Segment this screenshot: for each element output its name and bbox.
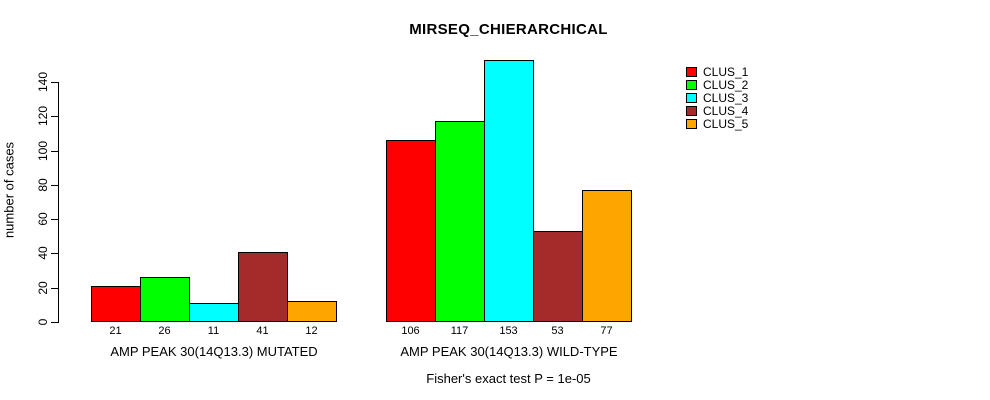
- chart-title: MIRSEQ_CHIERARCHICAL: [409, 21, 608, 38]
- bar-clus_3-group1: [189, 303, 239, 322]
- legend-label: CLUS_2: [703, 78, 749, 93]
- bar-value-label: 153: [499, 325, 518, 337]
- legend-swatch-clus_3: [686, 92, 697, 103]
- group-label-wild-type: AMP PEAK 30(14Q13.3) WILD-TYPE: [400, 344, 618, 359]
- bar-clus_5-group1: [287, 301, 337, 322]
- legend-swatch-clus_5: [686, 118, 697, 129]
- y-axis-tick-label: 120: [36, 106, 50, 127]
- legend-swatch-clus_4: [686, 105, 697, 116]
- group-label-mutated: AMP PEAK 30(14Q13.3) MUTATED: [110, 344, 318, 359]
- bar-value-label: 106: [401, 325, 420, 337]
- legend-label: CLUS_4: [703, 103, 749, 118]
- fisher-test-note: Fisher's exact test P = 1e-05: [426, 371, 591, 386]
- y-axis-tick: [51, 116, 58, 118]
- bar-value-label: 21: [109, 325, 122, 337]
- y-axis-tick: [51, 150, 58, 152]
- y-axis-tick-label: 100: [36, 140, 50, 161]
- y-axis-tick: [51, 322, 58, 323]
- bar-clus_5-group2: [582, 190, 632, 322]
- y-axis-line: [58, 82, 59, 323]
- bar-clus_4-group1: [238, 252, 288, 322]
- y-axis-tick-label: 40: [36, 246, 50, 261]
- bar-value-label: 117: [450, 325, 469, 337]
- legend-item-clus_4: CLUS_4: [686, 104, 748, 117]
- y-axis-tick: [51, 219, 58, 221]
- y-axis-tick: [51, 82, 58, 83]
- y-axis-tick-label: 20: [36, 281, 50, 295]
- legend-swatch-clus_1: [686, 67, 697, 78]
- y-axis-tick: [51, 287, 58, 289]
- bar-clus_1-group2: [386, 140, 436, 322]
- legend-swatch-clus_2: [686, 80, 697, 91]
- y-axis-label: number of cases: [1, 141, 17, 239]
- y-axis-tick-label: 80: [36, 178, 50, 192]
- legend-label: CLUS_3: [703, 90, 749, 105]
- y-axis-tick: [51, 184, 58, 186]
- bar-value-label: 41: [256, 325, 269, 337]
- bar-clus_1-group1: [91, 286, 141, 322]
- legend-item-clus_3: CLUS_3: [686, 92, 748, 105]
- legend-item-clus_1: CLUS_1: [686, 66, 748, 79]
- legend-label: CLUS_5: [703, 116, 749, 131]
- bar-clus_3-group2: [484, 60, 534, 322]
- bar-clus_4-group2: [533, 231, 583, 322]
- y-axis-tick: [51, 253, 58, 255]
- legend-label: CLUS_1: [703, 65, 749, 80]
- bar-value-label: 53: [551, 325, 564, 337]
- bar-clus_2-group1: [140, 277, 190, 322]
- bar-value-label: 12: [305, 325, 318, 337]
- y-axis-tick-label: 0: [36, 318, 50, 326]
- legend-item-clus_2: CLUS_2: [686, 79, 748, 92]
- legend: CLUS_1 CLUS_2 CLUS_3 CLUS_4 CLUS_5: [686, 66, 748, 130]
- legend-item-clus_5: CLUS_5: [686, 117, 748, 130]
- y-axis-tick-label: 140: [36, 71, 50, 93]
- bar-value-label: 11: [207, 325, 220, 337]
- bar-clus_2-group2: [435, 121, 485, 322]
- bar-value-label: 26: [158, 325, 171, 337]
- y-axis-tick-label: 60: [36, 212, 50, 226]
- bar-value-label: 77: [600, 325, 613, 337]
